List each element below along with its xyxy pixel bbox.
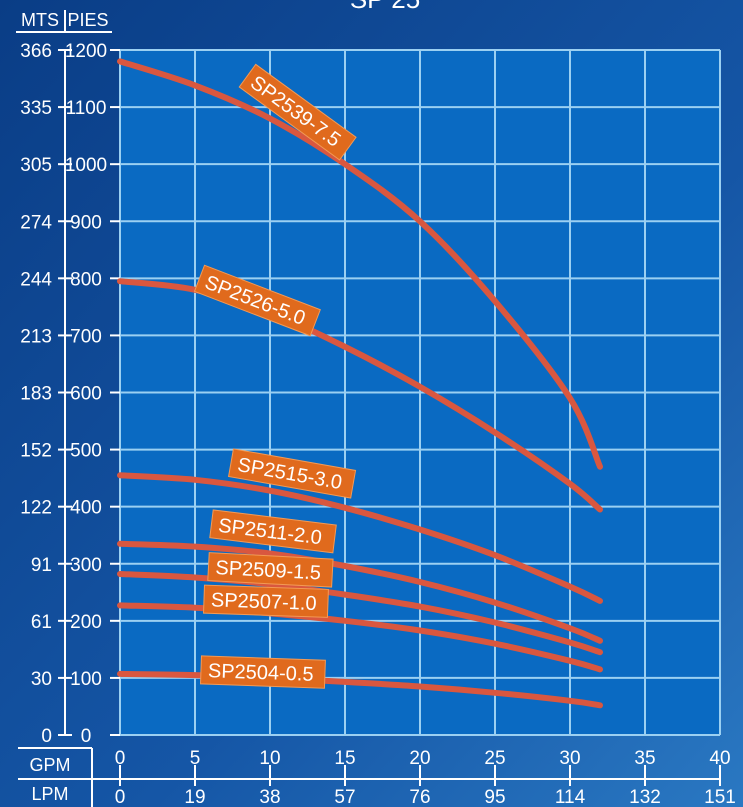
y-tick-label-pies: 500 <box>70 441 102 462</box>
series-tag: SP2509-1.5 <box>207 552 334 588</box>
series-tag: SP2504-0.5 <box>199 655 326 689</box>
series-line <box>117 571 603 656</box>
series-tag-box <box>202 584 329 618</box>
x-tick-label-lpm: 95 <box>484 787 505 807</box>
y-tick-label-mts: 0 <box>41 726 52 747</box>
y-tick-label-mts: 152 <box>20 441 52 462</box>
y-tick-label-mts: 335 <box>20 98 52 119</box>
x-tick-label-lpm: 38 <box>259 787 280 807</box>
left-axis-header-mts: MTS <box>21 10 59 30</box>
series-tag: SP2507-1.0 <box>202 584 329 618</box>
x-tick-label-gpm: 5 <box>190 748 201 769</box>
x-tick-label-gpm: 0 <box>115 748 126 769</box>
series-line <box>117 472 603 604</box>
y-tick-label-pies: 600 <box>70 384 102 405</box>
y-tick-label-pies: 300 <box>70 555 102 576</box>
y-tick-label-pies: 100 <box>70 669 102 690</box>
x-tick-label-lpm: 57 <box>334 787 355 807</box>
x-tick-label-lpm: 76 <box>409 787 430 807</box>
series-tag-box <box>227 448 357 499</box>
chart-title: SP 25 <box>350 0 420 14</box>
y-tick-label-pies: 200 <box>70 612 102 633</box>
y-tick-label-pies: 1100 <box>66 98 107 119</box>
left-axis-header-pies: PIES <box>67 10 108 30</box>
series-line <box>117 540 603 644</box>
x-tick-label-gpm: 25 <box>484 748 505 769</box>
axis-labels: 0010030200613009140012250015260018370021… <box>20 41 736 807</box>
y-tick-label-mts: 244 <box>20 269 52 290</box>
y-tick-label-mts: 122 <box>20 498 52 519</box>
series-tag: SP2511-2.0 <box>209 509 337 554</box>
x-tick-label-gpm: 30 <box>559 748 580 769</box>
x-tick-label-lpm: 132 <box>629 787 661 807</box>
x-tick-label-lpm: 0 <box>115 787 126 807</box>
bottom-axis-header-gpm: GPM <box>29 755 70 775</box>
y-tick-label-mts: 91 <box>31 555 52 576</box>
x-tick-label-gpm: 15 <box>334 748 355 769</box>
y-tick-label-mts: 274 <box>20 212 52 233</box>
y-tick-label-pies: 1200 <box>65 41 107 62</box>
y-tick-label-mts: 213 <box>20 326 52 347</box>
x-tick-label-gpm: 35 <box>634 748 655 769</box>
y-tick-label-pies: 0 <box>81 726 92 747</box>
series-line <box>117 58 603 470</box>
series-tag-box <box>209 509 337 554</box>
series-tag-box <box>238 63 357 161</box>
series-line <box>117 602 603 673</box>
y-tick-label-pies: 700 <box>70 326 102 347</box>
x-tick-label-gpm: 20 <box>409 748 430 769</box>
y-tick-label-mts: 61 <box>31 612 52 633</box>
series-tag-box <box>199 655 326 689</box>
y-tick-label-pies: 900 <box>70 212 102 233</box>
series-tag-box <box>193 264 321 337</box>
series-tag-box <box>207 552 334 588</box>
x-tick-label-gpm: 40 <box>709 748 730 769</box>
y-tick-label-pies: 400 <box>70 498 102 519</box>
bottom-axis-header-lpm: LPM <box>31 784 68 804</box>
x-tick-label-lpm: 19 <box>184 787 205 807</box>
y-tick-label-pies: 1000 <box>65 155 107 176</box>
y-tick-label-mts: 305 <box>20 155 52 176</box>
x-tick-label-lpm: 114 <box>555 787 586 807</box>
x-tick-label-lpm: 151 <box>704 787 736 807</box>
y-tick-label-mts: 30 <box>31 669 52 690</box>
y-tick-label-mts: 183 <box>20 384 52 405</box>
series-tag-label: SP2507-1.0 <box>211 589 317 615</box>
y-tick-label-pies: 800 <box>70 269 102 290</box>
y-tick-label-mts: 366 <box>20 41 52 62</box>
series-tag-label: SP2504-0.5 <box>208 660 314 686</box>
x-tick-label-gpm: 10 <box>259 748 280 769</box>
